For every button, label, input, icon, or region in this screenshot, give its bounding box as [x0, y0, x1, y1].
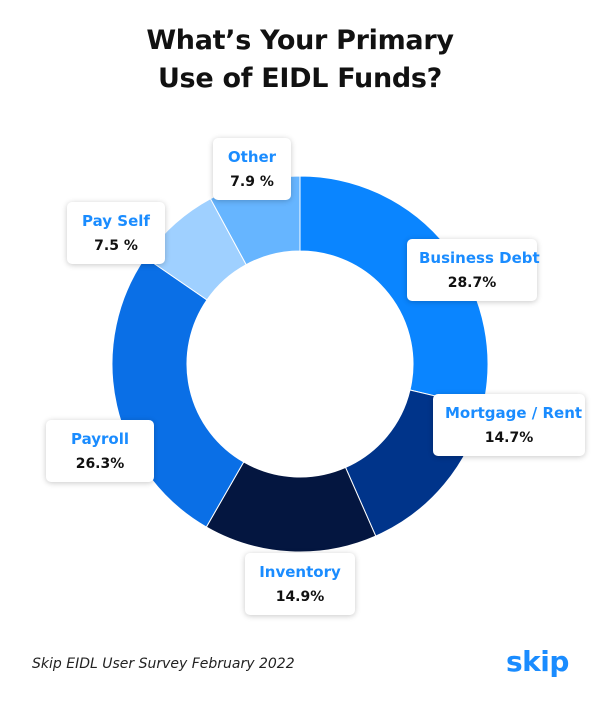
slice-label-value: 14.7% — [484, 430, 534, 446]
slice-label-business-debt: Business Debt 28.7% — [407, 239, 540, 301]
slice-label-name: Pay Self — [82, 212, 150, 230]
slice-label-value: 28.7% — [447, 275, 497, 291]
slice-label-name: Business Debt — [419, 249, 540, 267]
title-line-1: What’s Your Primary — [146, 25, 454, 56]
slice-label-value: 7.5 % — [94, 238, 138, 254]
title-line-2: Use of EIDL Funds? — [157, 63, 443, 94]
slice-label-name: Payroll — [70, 430, 129, 448]
slice-label-value: 26.3% — [75, 456, 125, 472]
source-note: Skip EIDL User Survey February 2022 — [32, 656, 295, 672]
slice-label-payroll: Payroll 26.3% — [46, 420, 154, 482]
slice-label-inventory: Inventory 14.9% — [245, 553, 355, 615]
slice-label-pay-self: Pay Self 7.5 % — [67, 202, 165, 264]
slice-label-value: 7.9 % — [230, 174, 274, 190]
slice-label-name: Other — [227, 148, 277, 166]
chart-title: What’s Your Primary Use of EIDL Funds? — [0, 22, 600, 98]
slice-label-value: 14.9% — [275, 589, 325, 605]
slice-label-other: Other 7.9 % — [213, 138, 291, 200]
slice-label-name: Mortgage / Rent — [445, 404, 583, 422]
slice-label-mortgage-rent: Mortgage / Rent 14.7% — [433, 394, 585, 456]
slice-label-name: Inventory — [259, 563, 341, 581]
donut-slice-payroll — [111, 256, 245, 528]
skip-logo: skip — [506, 645, 569, 678]
